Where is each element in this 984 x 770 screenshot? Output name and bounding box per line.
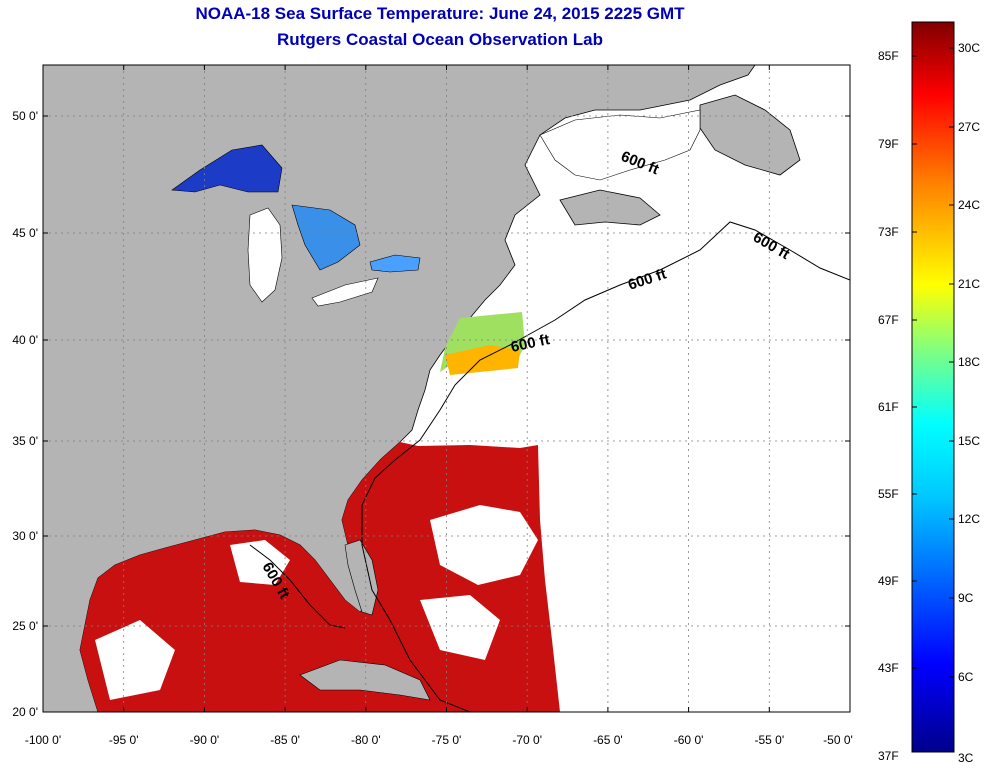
contour-600ft: [361, 221, 850, 712]
lat-tick-label: 20 0': [12, 705, 38, 719]
lake-erie: [311, 277, 379, 307]
colorbar-f-label: 73F: [878, 225, 899, 239]
colorbar-c-label: 30C: [958, 41, 980, 55]
colorbar-f-label: 37F: [878, 749, 899, 763]
lon-tick-label: -60 0': [674, 733, 704, 747]
colorbar-c-label: 15C: [958, 434, 980, 448]
lat-tick-label: 25 0': [12, 619, 38, 633]
land-florida: [344, 539, 379, 616]
colorbar-f-label: 85F: [878, 49, 899, 63]
colorbar-c-label: 18C: [958, 355, 980, 369]
lat-tick-label: 50 0': [12, 109, 38, 123]
colorbar-f-label: 55F: [878, 487, 899, 501]
lon-tick-label: -85 0': [270, 733, 300, 747]
lake-huron: [291, 204, 361, 271]
colorbar-ticks: [912, 47, 954, 678]
lon-tick-label: -80 0': [351, 733, 381, 747]
contour-600ft-gulf: [249, 544, 346, 629]
cloud-patch-4: [420, 595, 500, 660]
colorbar: [911, 21, 955, 753]
lon-tick-label: -90 0': [190, 733, 220, 747]
map-title: NOAA-18 Sea Surface Temperature: June 24…: [195, 4, 685, 23]
colorbar-c-label: 3C: [958, 751, 974, 765]
gulf-st-lawrence: [539, 109, 701, 181]
colorbar-c-label: 12C: [958, 512, 980, 526]
lat-tick-label: 45 0': [12, 226, 38, 240]
lat-axis-labels: 50 0' 45 0' 40 0' 35 0' 30 0' 25 0' 20 0…: [12, 109, 38, 719]
lon-tick-label: -55 0': [754, 733, 784, 747]
colorbar-f-label: 43F: [878, 661, 899, 675]
colorbar-c-label: 24C: [958, 198, 980, 212]
lon-axis-labels: -100 0' -95 0' -90 0' -85 0' -80 0' -75 …: [25, 733, 853, 747]
grid-lines: [43, 65, 850, 712]
lon-tick-label: -65 0': [593, 733, 623, 747]
colorbar-f-label: 79F: [878, 137, 899, 151]
map-subtitle: Rutgers Coastal Ocean Observation Lab: [277, 30, 603, 49]
colorbar-celsius-labels: 30C 27C 24C 21C 18C 15C 12C 9C 6C 3C: [958, 41, 980, 765]
cloud-patch-1: [430, 505, 538, 585]
land-nova-scotia: [559, 189, 661, 226]
lat-tick-label: 30 0': [12, 529, 38, 543]
lon-tick-label: -95 0': [109, 733, 139, 747]
land-newfoundland: [699, 94, 801, 176]
lake-michigan: [247, 207, 283, 303]
tick-marks: [42, 65, 851, 713]
lake-ontario: [369, 254, 421, 273]
lon-tick-label: -75 0': [432, 733, 462, 747]
sst-mid-atlantic-warm: [445, 345, 520, 375]
lat-tick-label: 40 0': [12, 333, 38, 347]
lon-tick-label: -100 0': [25, 733, 61, 747]
land-cuba: [299, 659, 431, 701]
colorbar-c-label: 9C: [958, 591, 974, 605]
colorbar-c-label: 21C: [958, 277, 980, 291]
colorbar-f-label: 61F: [878, 400, 899, 414]
colorbar-f-label: 49F: [878, 574, 899, 588]
lon-tick-label: -50 0': [823, 733, 853, 747]
cloud-patch-3: [95, 620, 175, 700]
colorbar-f-label: 67F: [878, 313, 899, 327]
lat-tick-label: 35 0': [12, 434, 38, 448]
colorbar-fahrenheit-labels: 85F 79F 73F 67F 61F 55F 49F 43F 37F: [878, 49, 899, 763]
colorbar-c-label: 6C: [958, 670, 974, 684]
lake-superior: [171, 144, 283, 193]
cloud-patch-2: [230, 540, 290, 585]
colorbar-c-label: 27C: [958, 120, 980, 134]
lon-tick-label: -70 0': [512, 733, 542, 747]
